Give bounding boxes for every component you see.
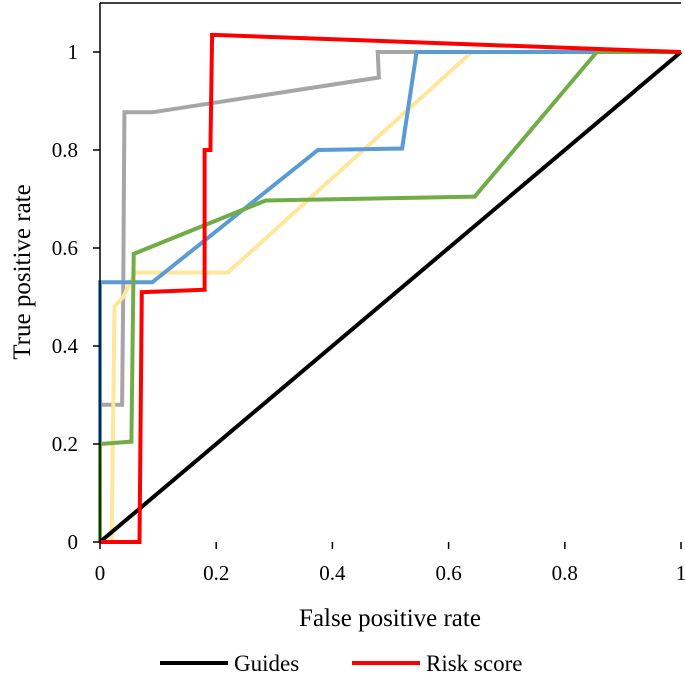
y-tick-label: 0.2 (52, 432, 78, 456)
series-line-guides (98, 50, 683, 544)
x-tick-label: 0.6 (435, 561, 461, 585)
series-line-blue (98, 50, 681, 444)
series-layer (98, 32, 683, 544)
y-tick-label: 0 (68, 530, 79, 554)
legend-label: Risk score (426, 651, 522, 676)
x-axis-title: False positive rate (299, 605, 481, 632)
x-tick-label: 0.2 (203, 561, 229, 585)
x-tick-label: 1 (676, 561, 685, 585)
series-line-risk-score (100, 32, 682, 544)
y-tick-label: 1 (68, 40, 79, 64)
legend: Guides Risk score (160, 651, 522, 676)
x-tick-label: 0.4 (319, 561, 346, 585)
x-tick-label: 0 (95, 561, 106, 585)
x-tick-label: 0.8 (552, 561, 578, 585)
series-line-green (98, 50, 681, 542)
y-tick-label: 0.8 (52, 138, 78, 162)
series-line-yellow (100, 50, 681, 544)
y-tick-label: 0.4 (52, 334, 79, 358)
y-tick-label: 0.6 (52, 236, 78, 260)
y-axis-title: True positive rate (9, 184, 36, 359)
y-axis-ticks: 0 0.2 0.4 0.6 0.8 1 (52, 40, 100, 554)
legend-label: Guides (234, 651, 299, 676)
series-line-gray (100, 50, 681, 407)
x-axis-ticks: 0 0.2 0.4 0.6 0.8 1 (95, 542, 685, 585)
